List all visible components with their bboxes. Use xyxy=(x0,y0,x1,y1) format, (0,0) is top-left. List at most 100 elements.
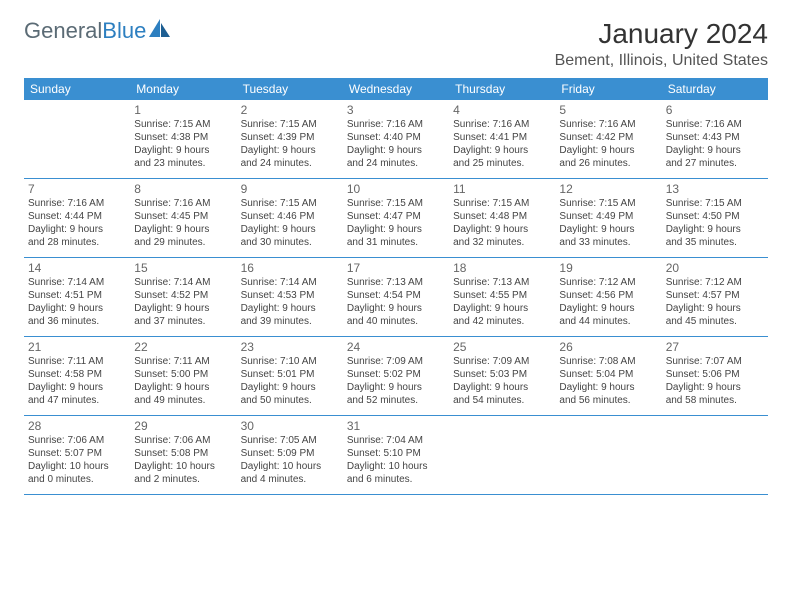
daylight-line-1: Daylight: 9 hours xyxy=(559,224,657,237)
daylight-line-1: Daylight: 9 hours xyxy=(666,224,764,237)
day-number: 19 xyxy=(559,261,657,276)
daylight-line-2: and 6 minutes. xyxy=(347,474,445,487)
day-number: 23 xyxy=(241,340,339,355)
day-cell: 20Sunrise: 7:12 AMSunset: 4:57 PMDayligh… xyxy=(662,258,768,336)
dow-cell: Tuesday xyxy=(237,78,343,100)
logo: GeneralBlue xyxy=(24,18,171,44)
day-cell: 7Sunrise: 7:16 AMSunset: 4:44 PMDaylight… xyxy=(24,179,130,257)
daylight-line-2: and 56 minutes. xyxy=(559,395,657,408)
daylight-line-1: Daylight: 9 hours xyxy=(28,303,126,316)
day-cell: 31Sunrise: 7:04 AMSunset: 5:10 PMDayligh… xyxy=(343,416,449,494)
day-cell: 28Sunrise: 7:06 AMSunset: 5:07 PMDayligh… xyxy=(24,416,130,494)
daylight-line-2: and 0 minutes. xyxy=(28,474,126,487)
sunset-line: Sunset: 4:39 PM xyxy=(241,132,339,145)
day-number: 21 xyxy=(28,340,126,355)
sunrise-line: Sunrise: 7:15 AM xyxy=(559,198,657,211)
day-cell: 27Sunrise: 7:07 AMSunset: 5:06 PMDayligh… xyxy=(662,337,768,415)
day-cell: 14Sunrise: 7:14 AMSunset: 4:51 PMDayligh… xyxy=(24,258,130,336)
sunrise-line: Sunrise: 7:10 AM xyxy=(241,356,339,369)
day-cell: 15Sunrise: 7:14 AMSunset: 4:52 PMDayligh… xyxy=(130,258,236,336)
daylight-line-1: Daylight: 9 hours xyxy=(559,145,657,158)
sunrise-line: Sunrise: 7:13 AM xyxy=(347,277,445,290)
sunset-line: Sunset: 5:03 PM xyxy=(453,369,551,382)
daylight-line-2: and 33 minutes. xyxy=(559,237,657,250)
week-row: 14Sunrise: 7:14 AMSunset: 4:51 PMDayligh… xyxy=(24,258,768,337)
daylight-line-2: and 49 minutes. xyxy=(134,395,232,408)
day-number: 9 xyxy=(241,182,339,197)
sunset-line: Sunset: 4:53 PM xyxy=(241,290,339,303)
daylight-line-1: Daylight: 9 hours xyxy=(666,145,764,158)
day-cell: 2Sunrise: 7:15 AMSunset: 4:39 PMDaylight… xyxy=(237,100,343,178)
logo-text: GeneralBlue xyxy=(24,18,146,44)
sunrise-line: Sunrise: 7:12 AM xyxy=(559,277,657,290)
sunrise-line: Sunrise: 7:15 AM xyxy=(241,119,339,132)
daylight-line-1: Daylight: 9 hours xyxy=(134,145,232,158)
day-cell xyxy=(555,416,661,494)
title-block: January 2024 Bement, Illinois, United St… xyxy=(555,18,768,70)
sunrise-line: Sunrise: 7:16 AM xyxy=(347,119,445,132)
day-number: 30 xyxy=(241,419,339,434)
calendar-page: GeneralBlue January 2024 Bement, Illinoi… xyxy=(0,0,792,495)
dow-cell: Wednesday xyxy=(343,78,449,100)
day-cell: 16Sunrise: 7:14 AMSunset: 4:53 PMDayligh… xyxy=(237,258,343,336)
dow-cell: Monday xyxy=(130,78,236,100)
daylight-line-2: and 4 minutes. xyxy=(241,474,339,487)
sail-icon xyxy=(149,19,171,44)
day-number: 20 xyxy=(666,261,764,276)
day-cell: 11Sunrise: 7:15 AMSunset: 4:48 PMDayligh… xyxy=(449,179,555,257)
daylight-line-1: Daylight: 9 hours xyxy=(453,303,551,316)
day-cell xyxy=(662,416,768,494)
day-cell: 25Sunrise: 7:09 AMSunset: 5:03 PMDayligh… xyxy=(449,337,555,415)
sunrise-line: Sunrise: 7:16 AM xyxy=(559,119,657,132)
daylight-line-1: Daylight: 9 hours xyxy=(28,224,126,237)
sunset-line: Sunset: 4:45 PM xyxy=(134,211,232,224)
daylight-line-2: and 26 minutes. xyxy=(559,158,657,171)
daylight-line-2: and 54 minutes. xyxy=(453,395,551,408)
sunset-line: Sunset: 4:44 PM xyxy=(28,211,126,224)
sunrise-line: Sunrise: 7:16 AM xyxy=(134,198,232,211)
sunrise-line: Sunrise: 7:15 AM xyxy=(453,198,551,211)
day-cell: 10Sunrise: 7:15 AMSunset: 4:47 PMDayligh… xyxy=(343,179,449,257)
daylight-line-1: Daylight: 9 hours xyxy=(666,382,764,395)
daylight-line-1: Daylight: 9 hours xyxy=(453,224,551,237)
sunset-line: Sunset: 4:47 PM xyxy=(347,211,445,224)
day-of-week-header: SundayMondayTuesdayWednesdayThursdayFrid… xyxy=(24,78,768,100)
sunset-line: Sunset: 4:38 PM xyxy=(134,132,232,145)
sunset-line: Sunset: 4:57 PM xyxy=(666,290,764,303)
daylight-line-1: Daylight: 9 hours xyxy=(134,303,232,316)
day-number: 24 xyxy=(347,340,445,355)
day-cell: 21Sunrise: 7:11 AMSunset: 4:58 PMDayligh… xyxy=(24,337,130,415)
daylight-line-2: and 30 minutes. xyxy=(241,237,339,250)
sunset-line: Sunset: 5:07 PM xyxy=(28,448,126,461)
daylight-line-2: and 24 minutes. xyxy=(241,158,339,171)
sunrise-line: Sunrise: 7:11 AM xyxy=(134,356,232,369)
daylight-line-2: and 40 minutes. xyxy=(347,316,445,329)
day-cell: 1Sunrise: 7:15 AMSunset: 4:38 PMDaylight… xyxy=(130,100,236,178)
dow-cell: Sunday xyxy=(24,78,130,100)
day-cell: 18Sunrise: 7:13 AMSunset: 4:55 PMDayligh… xyxy=(449,258,555,336)
calendar-grid: SundayMondayTuesdayWednesdayThursdayFrid… xyxy=(24,78,768,495)
day-number: 16 xyxy=(241,261,339,276)
daylight-line-2: and 28 minutes. xyxy=(28,237,126,250)
sunrise-line: Sunrise: 7:06 AM xyxy=(28,435,126,448)
day-number: 13 xyxy=(666,182,764,197)
daylight-line-2: and 47 minutes. xyxy=(28,395,126,408)
day-cell: 19Sunrise: 7:12 AMSunset: 4:56 PMDayligh… xyxy=(555,258,661,336)
daylight-line-1: Daylight: 9 hours xyxy=(28,382,126,395)
daylight-line-1: Daylight: 9 hours xyxy=(559,382,657,395)
sunset-line: Sunset: 4:49 PM xyxy=(559,211,657,224)
day-number: 11 xyxy=(453,182,551,197)
sunrise-line: Sunrise: 7:14 AM xyxy=(134,277,232,290)
daylight-line-1: Daylight: 9 hours xyxy=(559,303,657,316)
daylight-line-1: Daylight: 9 hours xyxy=(666,303,764,316)
sunrise-line: Sunrise: 7:08 AM xyxy=(559,356,657,369)
sunrise-line: Sunrise: 7:11 AM xyxy=(28,356,126,369)
day-cell: 13Sunrise: 7:15 AMSunset: 4:50 PMDayligh… xyxy=(662,179,768,257)
day-cell: 8Sunrise: 7:16 AMSunset: 4:45 PMDaylight… xyxy=(130,179,236,257)
sunset-line: Sunset: 4:48 PM xyxy=(453,211,551,224)
week-row: 28Sunrise: 7:06 AMSunset: 5:07 PMDayligh… xyxy=(24,416,768,495)
daylight-line-1: Daylight: 9 hours xyxy=(134,224,232,237)
day-cell: 23Sunrise: 7:10 AMSunset: 5:01 PMDayligh… xyxy=(237,337,343,415)
sunset-line: Sunset: 5:06 PM xyxy=(666,369,764,382)
day-number: 25 xyxy=(453,340,551,355)
